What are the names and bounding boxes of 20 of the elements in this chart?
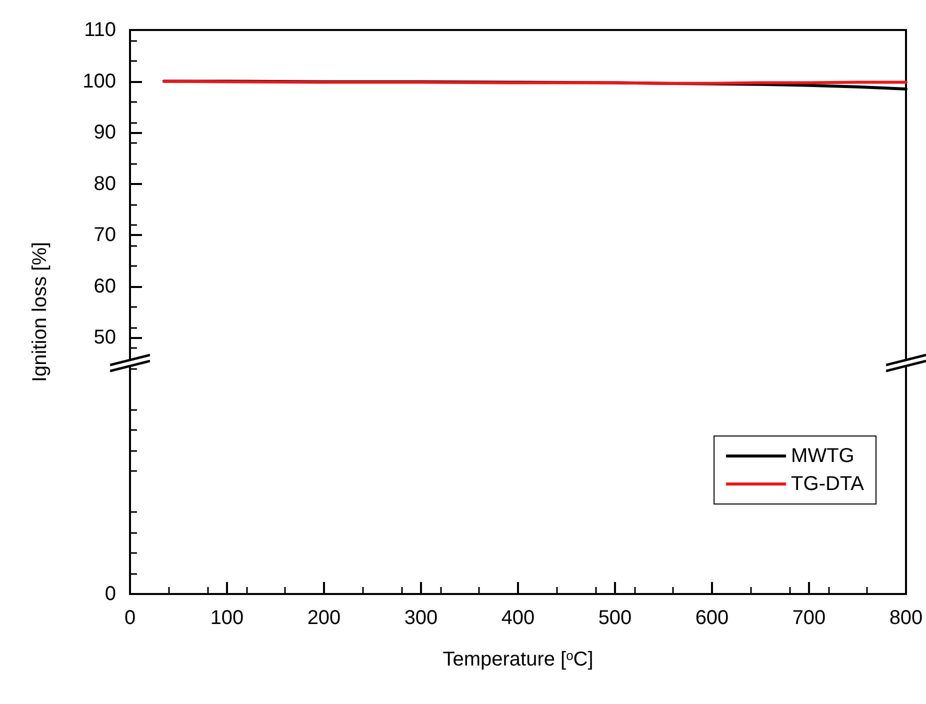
x-tick-label: 600 (695, 607, 729, 629)
x-tick-label: 700 (792, 607, 826, 629)
x-tick-label: 0 (124, 607, 136, 629)
x-tick-label: 400 (501, 607, 535, 629)
legend-label: MWTG (791, 445, 854, 467)
x-tick-label: 200 (307, 607, 341, 629)
x-tick-label: 500 (598, 607, 632, 629)
y-tick-label: 0 (104, 583, 116, 605)
y-tick-label: 90 (94, 122, 116, 144)
y-tick-label: 50 (94, 326, 116, 349)
legend-label: TG-DTA (791, 473, 865, 495)
x-tick-label: 800 (889, 607, 923, 629)
y-tick-label: 80 (94, 172, 116, 195)
y-tick-label: 110 (84, 19, 116, 41)
x-tick-label: 300 (404, 607, 438, 629)
y-tick-label: 60 (94, 275, 116, 298)
x-tick-label: 100 (210, 607, 244, 629)
y-tick-label: 100 (82, 70, 116, 92)
y-axis-title: Ignition loss [%] (29, 242, 51, 382)
y-tick-label: 70 (94, 224, 116, 246)
